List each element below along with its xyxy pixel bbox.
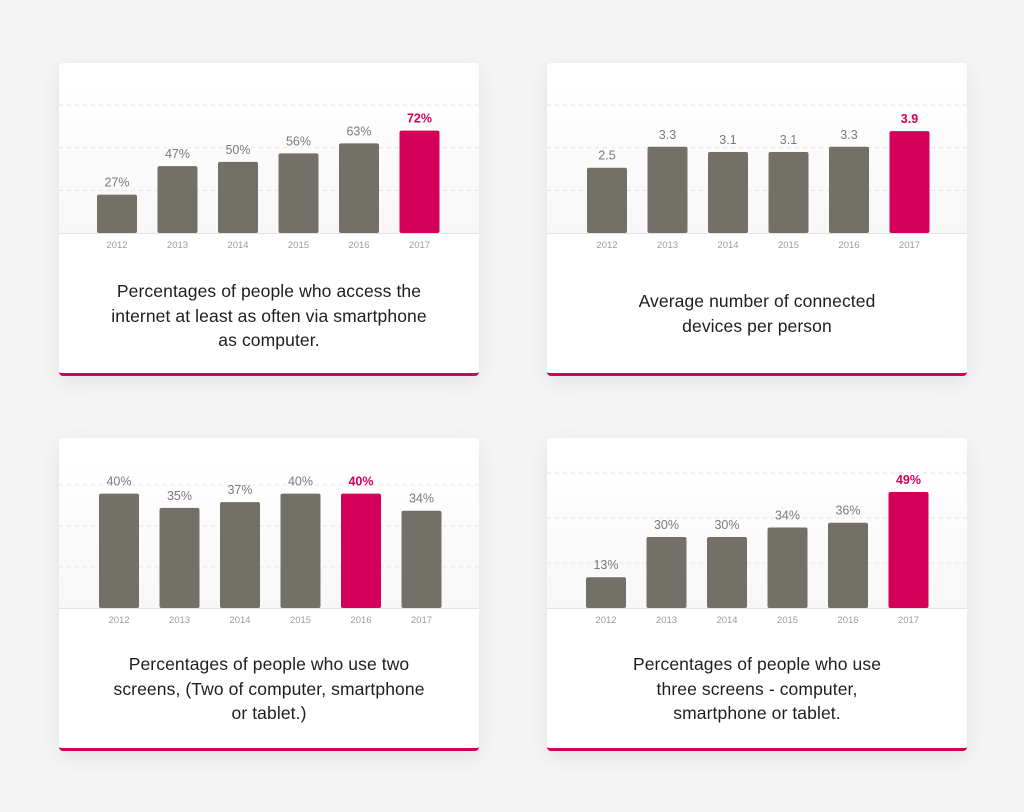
bar-highlight bbox=[889, 131, 930, 233]
chart-card-three-screens: 13% 2012 30% 2013 30% 2014 34% 2015 36% 2016 49% 20… bbox=[547, 438, 967, 751]
data-label: 30% bbox=[654, 518, 679, 532]
x-tick-label: 2016 bbox=[350, 615, 371, 626]
data-label: 13% bbox=[593, 558, 618, 572]
data-label: 56% bbox=[286, 134, 311, 148]
x-tick-label: 2016 bbox=[837, 615, 858, 626]
bar bbox=[220, 502, 260, 608]
x-tick-label: 2013 bbox=[167, 240, 188, 251]
bar bbox=[339, 143, 379, 233]
bar bbox=[157, 166, 198, 233]
x-tick-label: 2014 bbox=[717, 240, 738, 251]
x-tick-label: 2017 bbox=[409, 240, 430, 251]
x-tick-label: 2014 bbox=[227, 240, 248, 251]
caption-line: as computer. bbox=[218, 330, 320, 350]
bar-highlight bbox=[341, 493, 381, 608]
chart-caption: Percentages of people who access the int… bbox=[59, 279, 479, 353]
x-tick-label: 2015 bbox=[778, 240, 799, 251]
x-tick-label: 2014 bbox=[716, 615, 737, 626]
data-label: 40% bbox=[106, 475, 131, 489]
x-tick-label: 2012 bbox=[596, 240, 617, 251]
x-tick-label: 2013 bbox=[656, 615, 677, 626]
x-tick-label: 2017 bbox=[411, 615, 432, 626]
data-label: 50% bbox=[225, 143, 250, 157]
data-label: 72% bbox=[407, 112, 432, 126]
caption-line: Percentages of people who use two bbox=[128, 654, 410, 674]
bar bbox=[647, 146, 688, 233]
bar bbox=[707, 536, 747, 608]
x-tick-label: 2012 bbox=[108, 615, 129, 626]
x-tick-label: 2015 bbox=[777, 615, 798, 626]
x-tick-label: 2012 bbox=[106, 240, 127, 251]
bar bbox=[829, 146, 869, 233]
caption-line: Percentages of people who use bbox=[632, 654, 882, 674]
data-label: 34% bbox=[775, 508, 800, 522]
chart-card-connected-devices: 2.5 2012 3.3 2013 3.1 2014 3.1 2015 3.3 2016 3.9 20… bbox=[547, 63, 967, 376]
x-tick-label: 2017 bbox=[899, 240, 920, 251]
bar-chart: 27% 2012 47% 2013 50% 2014 56% 2015 63% 2016 72% 20… bbox=[59, 83, 479, 251]
caption-line: Percentages of people who access the bbox=[116, 281, 422, 301]
chart-card-smartphone-access: 27% 2012 47% 2013 50% 2014 56% 2015 63% 2016 72% 20… bbox=[59, 63, 479, 376]
x-tick-label: 2017 bbox=[898, 615, 919, 626]
data-label: 30% bbox=[714, 518, 739, 532]
bar bbox=[768, 152, 809, 233]
data-label: 3.9 bbox=[901, 112, 918, 126]
caption-line: Average number of connected bbox=[638, 291, 876, 311]
data-label: 36% bbox=[835, 504, 860, 518]
x-tick-label: 2016 bbox=[348, 240, 369, 251]
bar bbox=[99, 493, 139, 608]
data-label: 35% bbox=[167, 489, 192, 503]
bar bbox=[280, 493, 321, 608]
bar-highlight bbox=[399, 130, 440, 233]
chart-caption: Average number of connected devices per … bbox=[547, 289, 967, 338]
caption-line: or tablet.) bbox=[231, 703, 307, 723]
caption-line: devices per person bbox=[682, 315, 832, 336]
data-label: 2.5 bbox=[598, 149, 615, 163]
bar bbox=[708, 152, 748, 233]
chart-caption: Percentages of people who use two screen… bbox=[59, 652, 479, 726]
data-label: 37% bbox=[227, 483, 252, 497]
caption-line: smartphone or tablet. bbox=[673, 703, 841, 723]
bar bbox=[767, 527, 808, 608]
data-label: 34% bbox=[409, 492, 434, 506]
x-tick-label: 2014 bbox=[229, 615, 250, 626]
data-label: 63% bbox=[346, 124, 371, 138]
data-label: 3.1 bbox=[719, 133, 736, 147]
chart-card-two-screens: 40% 2012 35% 2013 37% 2014 40% 2015 40% 2016 34% 20… bbox=[59, 438, 479, 751]
bar bbox=[218, 161, 258, 233]
bar-chart: 2.5 2012 3.3 2013 3.1 2014 3.1 2015 3.3 2016 3.9 20… bbox=[547, 83, 967, 251]
bar bbox=[97, 194, 137, 233]
bar bbox=[828, 522, 868, 608]
data-label: 49% bbox=[896, 473, 921, 487]
data-label: 40% bbox=[348, 475, 373, 489]
x-tick-label: 2013 bbox=[657, 240, 678, 251]
bar bbox=[401, 510, 442, 608]
bar-chart: 13% 2012 30% 2013 30% 2014 34% 2015 36% 2016 49% 20… bbox=[547, 458, 967, 626]
x-tick-label: 2012 bbox=[595, 615, 616, 626]
bar-chart: 40% 2012 35% 2013 37% 2014 40% 2015 40% 2016 34% 20… bbox=[59, 458, 479, 626]
x-tick-label: 2013 bbox=[169, 615, 190, 626]
bar bbox=[646, 536, 687, 608]
bar bbox=[587, 167, 627, 233]
data-label: 27% bbox=[104, 176, 129, 190]
data-label: 3.3 bbox=[659, 128, 676, 142]
data-label: 47% bbox=[165, 147, 190, 161]
x-tick-label: 2015 bbox=[290, 615, 311, 626]
caption-line: three screens - computer, bbox=[656, 678, 858, 699]
data-label: 3.3 bbox=[840, 128, 857, 142]
x-tick-label: 2016 bbox=[838, 240, 859, 251]
bar-highlight bbox=[888, 491, 929, 608]
caption-line: internet at least as often via smartphon… bbox=[111, 305, 427, 326]
data-label: 40% bbox=[288, 475, 313, 489]
caption-line: screens, (Two of computer, smartphone bbox=[113, 678, 425, 699]
data-label: 3.1 bbox=[780, 133, 797, 147]
chart-caption: Percentages of people who use three scre… bbox=[547, 652, 967, 726]
bar bbox=[278, 153, 319, 233]
bar bbox=[159, 507, 200, 608]
x-tick-label: 2015 bbox=[288, 240, 309, 251]
bar bbox=[586, 577, 626, 608]
